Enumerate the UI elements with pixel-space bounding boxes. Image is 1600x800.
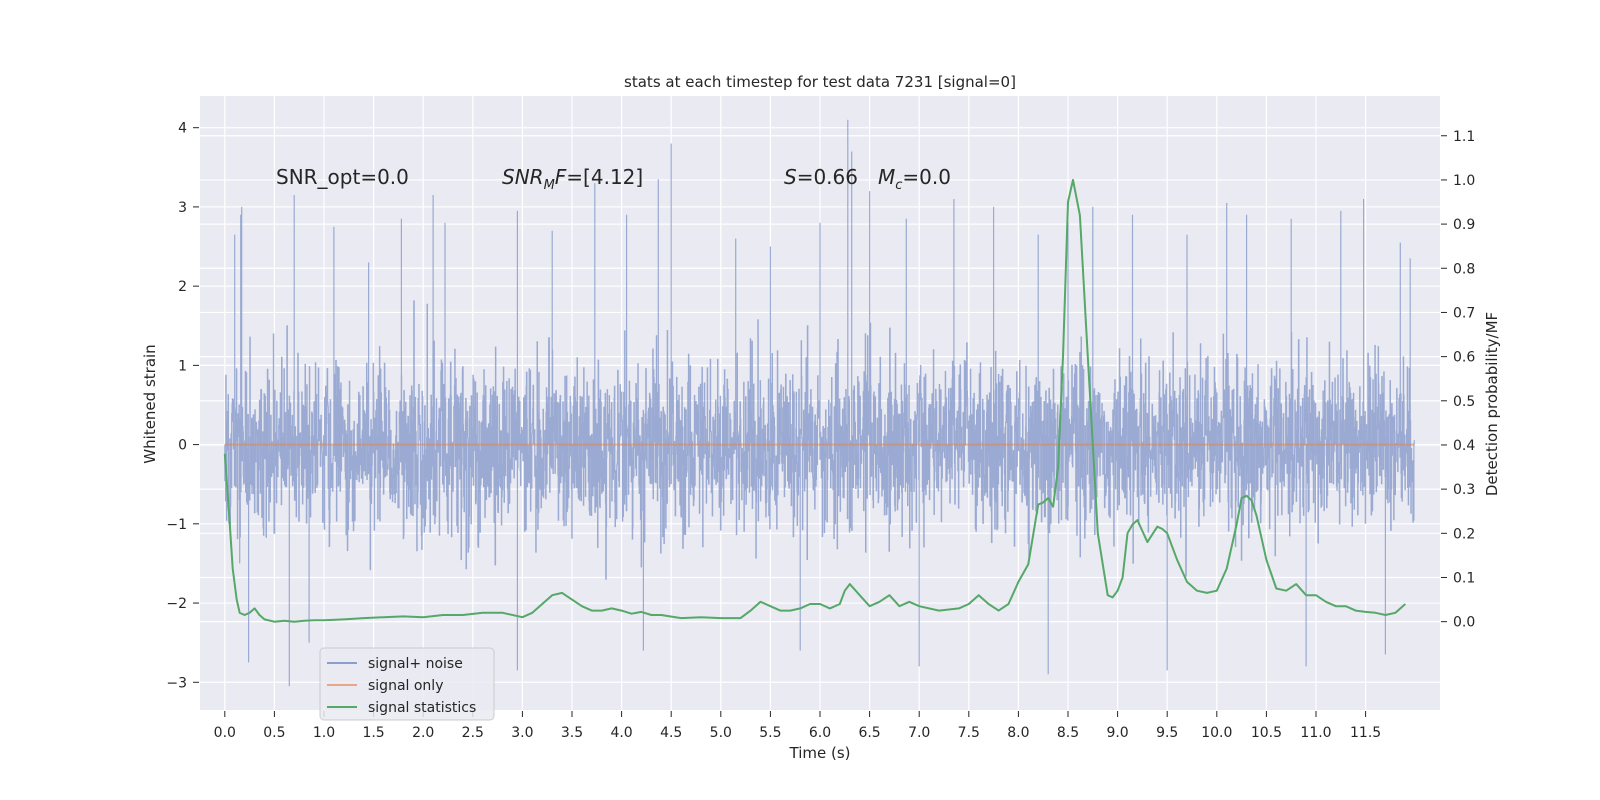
annotation-snr-mf-tail: =[4.12] [566,165,643,189]
y-tick-label: 3 [178,200,187,216]
y2-tick-label: 1.1 [1453,129,1475,145]
x-tick-label: 5.5 [759,725,781,741]
annotation-mc-tail: =0.0 [902,165,951,189]
x-tick-label: 7.0 [908,725,930,741]
x-tick-label: 0.0 [214,725,236,741]
x-axis-label: Time (s) [789,744,851,762]
x-tick-label: 8.0 [1007,725,1029,741]
y2-axis-label: Detection probability/MF [1483,312,1501,496]
y2-tick-label: 0.7 [1453,305,1475,321]
noise-series-line [224,119,1415,687]
x-tick-label: 1.5 [362,725,384,741]
annotation-snr-mf-f: F [555,165,567,189]
y2-tick-label: 0.1 [1453,570,1475,586]
x-tick-label: 11.0 [1300,725,1331,741]
y2-tick-label: 0.0 [1453,615,1475,631]
x-tick-label: 6.0 [809,725,831,741]
y-tick-label: 2 [178,279,187,295]
y2-tick-label: 0.5 [1453,394,1475,410]
annotation-mc-base: M [878,165,895,189]
x-tick-label: 3.0 [511,725,533,741]
legend-label-statistics: signal statistics [368,700,476,716]
annotation-mc-sub: c [895,178,902,193]
annotation-snr-opt: SNR_opt=0.0 [276,165,409,189]
y2-tick-label: 0.4 [1453,438,1475,454]
chart-title: stats at each timestep for test data 723… [624,73,1016,91]
y-tick-label: 4 [178,121,187,137]
x-tick-label: 4.5 [660,725,682,741]
x-tick-label: 3.5 [561,725,583,741]
x-tick-label: 11.5 [1350,725,1381,741]
tick-labels: 0.0 0.5 1.0 1.5 2.0 2.5 3.0 3.5 4.0 4.5 5.0 5.5 6.0 6… [166,121,1475,741]
noise-series [224,119,1415,687]
annotation-s-base: S [784,165,797,189]
legend-label-noise: signal+ noise [368,656,463,672]
x-tick-label: 7.5 [958,725,980,741]
y-tick-label: −3 [166,675,187,691]
legend: signal+ noise signal only signal statist… [319,647,495,721]
legend-label-signal-only: signal only [368,678,443,694]
y2-tick-label: 1.0 [1453,173,1475,189]
annotation-snr-mf-sub: M [544,178,555,193]
annotation-s: S=0.66 [784,165,858,189]
x-tick-label: 9.0 [1106,725,1128,741]
annotation-snr-mf-base: SNR [502,165,544,189]
y-tick-label: −2 [166,596,187,612]
legend-box [319,647,495,721]
x-tick-label: 1.0 [313,725,335,741]
x-tick-label: 4.0 [610,725,632,741]
annotation-snr-mf: SNRMF=[4.12] [502,165,643,193]
y-axis-label: Whitened strain [141,344,159,463]
x-tick-label: 0.5 [263,725,285,741]
x-tick-label: 2.0 [412,725,434,741]
x-tick-label: 8.5 [1057,725,1079,741]
y2-tick-label: 0.8 [1453,261,1475,277]
x-tick-label: 5.0 [710,725,732,741]
statistics-series [223,178,1406,623]
y2-tick-label: 0.9 [1453,217,1475,233]
x-tick-label: 10.0 [1201,725,1232,741]
x-tick-label: 10.5 [1251,725,1282,741]
x-tick-label: 6.5 [858,725,880,741]
y2-tick-label: 0.3 [1453,482,1475,498]
y-tick-label: 1 [178,358,187,374]
y-tick-label: 0 [178,438,187,454]
x-tick-label: 2.5 [462,725,484,741]
y2-tick-label: 0.6 [1453,350,1475,366]
y-tick-label: −1 [166,517,187,533]
y2-tick-label: 0.2 [1453,526,1475,542]
annotation-mc: Mc=0.0 [878,165,951,193]
annotation-s-tail: =0.66 [797,165,858,189]
x-tick-label: 9.5 [1156,725,1178,741]
signal-statistics-line [223,178,1406,623]
